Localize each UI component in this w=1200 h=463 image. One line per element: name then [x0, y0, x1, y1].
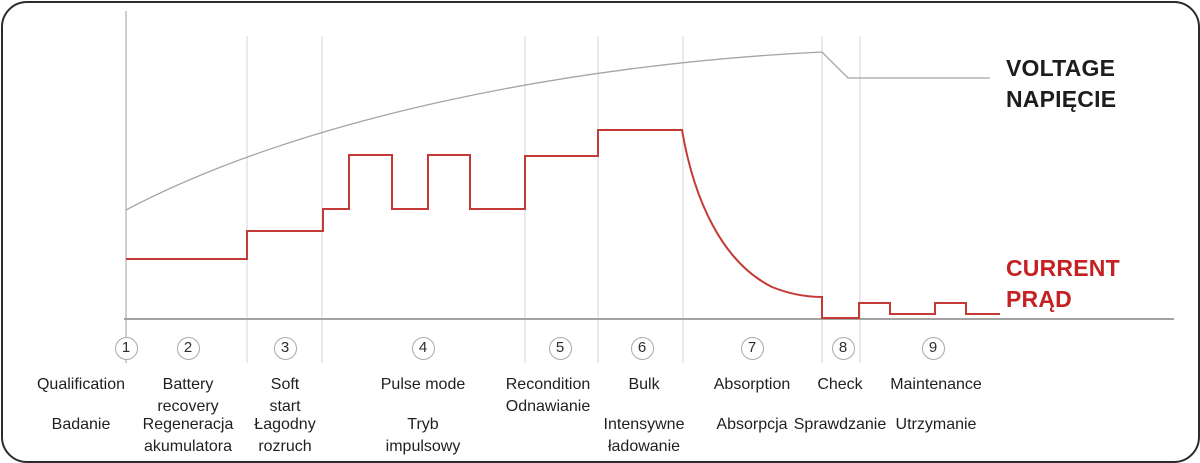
stage-2-label-pl: Regeneracja akumulatora: [142, 416, 234, 455]
stage-number-circle-2: 2: [176, 337, 200, 360]
stage-number-circle-4: 4: [411, 337, 435, 360]
current-legend-label: CURRENT PRĄD: [1006, 255, 1120, 312]
stage-6-label-pl: Intensywne ładowanie: [603, 416, 685, 455]
stage-5-label-pl: Odnawianie: [505, 398, 591, 415]
stage-number-circle-8: 8: [831, 337, 855, 360]
stage-8-label-pl: Sprawdzanie: [793, 416, 887, 433]
stage-2-label-en: Battery recovery: [157, 376, 219, 415]
stage-9-label-pl: Utrzymanie: [895, 416, 977, 433]
stage-1-label-en: Qualification: [36, 376, 126, 393]
stage-7-label-pl: Absorpcja: [716, 416, 788, 433]
stage-6-label-en: Bulk: [628, 376, 660, 393]
stage-4-label-en: Pulse mode: [380, 376, 466, 393]
stage-8-label-en: Check: [817, 376, 863, 393]
stage-1-label-pl: Badanie: [51, 416, 111, 433]
stage-7-label-en: Absorption: [713, 376, 791, 393]
stage-3-label-en: Soft start: [269, 376, 301, 415]
voltage-curve: [125, 51, 990, 211]
stage-gridlines: [246, 36, 861, 363]
stage-number-circle-9: 9: [921, 337, 945, 360]
stage-number-circle-1: 1: [114, 337, 138, 360]
stage-5-label-en: Recondition: [505, 376, 591, 393]
stage-number-circle-6: 6: [630, 337, 654, 360]
stage-3-label-pl: Łagodny rozruch: [254, 416, 316, 455]
stage-number-circle-3: 3: [273, 337, 297, 360]
stage-9-label-en: Maintenance: [890, 376, 982, 393]
stage-number-circle-5: 5: [548, 337, 572, 360]
stage-number-circle-7: 7: [740, 337, 764, 360]
stage-4-label-pl: Tryb impulsowy: [385, 416, 461, 455]
current-curve: [126, 129, 1000, 319]
voltage-legend-label: VOLTAGE NAPIĘCIE: [1006, 55, 1117, 112]
